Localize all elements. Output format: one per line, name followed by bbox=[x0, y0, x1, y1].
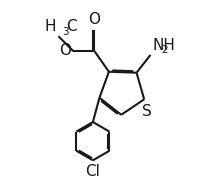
Text: S: S bbox=[142, 104, 152, 119]
Text: O: O bbox=[88, 12, 101, 27]
Text: H: H bbox=[45, 19, 56, 34]
Text: 2: 2 bbox=[161, 45, 168, 55]
Text: C: C bbox=[66, 19, 77, 34]
Text: Cl: Cl bbox=[85, 164, 100, 179]
Text: NH: NH bbox=[152, 38, 175, 53]
Text: O: O bbox=[59, 43, 71, 58]
Text: 3: 3 bbox=[62, 27, 69, 37]
